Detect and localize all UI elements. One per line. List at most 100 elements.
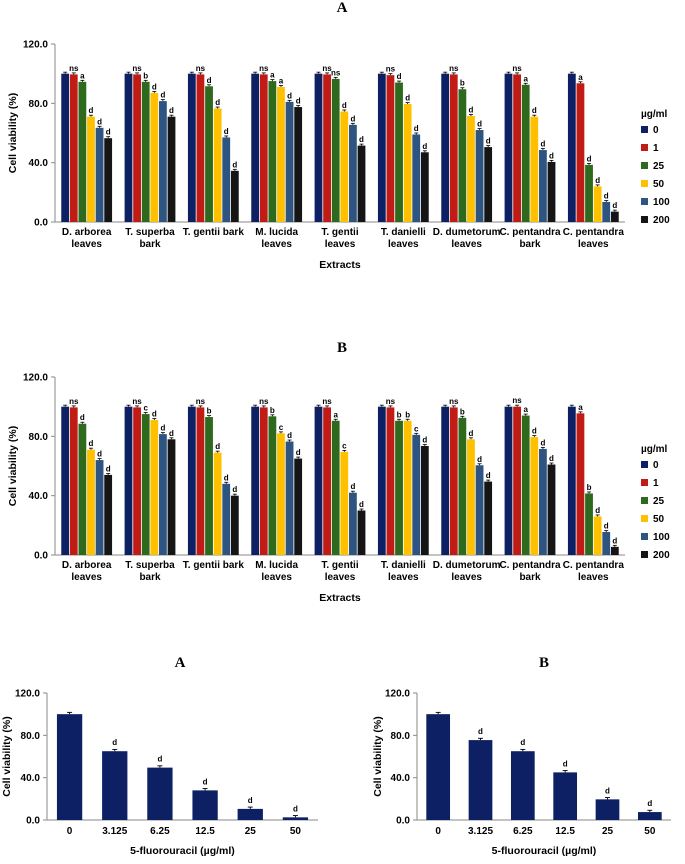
chart0-category-label: C. pentandra [499, 227, 561, 238]
chart0-bar-200 [230, 170, 239, 222]
chart2-category-label: 3.125 [102, 826, 127, 837]
chart1-bar-100 [412, 434, 421, 555]
chart0-bar-1 [576, 83, 585, 222]
chart0-significance-label: b [460, 79, 465, 88]
chart1-category-label: D. arborea [62, 560, 112, 571]
chart0-bar-0 [251, 73, 260, 223]
chart1-bar-1 [513, 406, 521, 555]
chart0-significance-label: ns [449, 64, 459, 73]
chart3-y-axis-label: Cell viability (%) [372, 716, 384, 797]
chart0-significance-label: d [477, 120, 482, 129]
chart1-category-label: T. superba [125, 560, 175, 571]
chart0-bar-1 [196, 74, 205, 223]
chart1-significance-label: d [532, 427, 537, 436]
chart0-bar-200 [484, 147, 493, 222]
chart0-significance-label: d [224, 127, 229, 136]
chart1-significance-label: d [224, 473, 229, 482]
chart0-significance-label: d [106, 128, 111, 137]
chart0-significance-label: d [604, 191, 609, 200]
chart1-bar-1 [386, 407, 395, 555]
chart3-category-label: 12.5 [555, 826, 575, 837]
chart1-bar-100 [602, 532, 611, 555]
chart1-bar-200 [484, 481, 493, 555]
chart1-legend-swatch-200 [641, 551, 648, 558]
chart0-bar-200 [610, 211, 619, 222]
chart0-significance-label: d [540, 140, 545, 149]
chart0-category-label: leaves [71, 239, 102, 250]
chart0-bar-0 [504, 73, 513, 223]
chart1-legend-label-25: 25 [653, 496, 665, 507]
chart1-bar-0 [251, 406, 260, 555]
chart1-significance-label: a [578, 403, 583, 412]
chart0-category-label: T. gentii [321, 227, 358, 238]
chart0-y-axis-label: Cell viability (%) [7, 93, 19, 174]
chart3-category-label: 0 [435, 826, 441, 837]
chart2-category-label: 6.25 [150, 826, 170, 837]
chart1-significance-label: b [405, 410, 410, 419]
chart1-significance-label: d [469, 429, 474, 438]
chart0-category-label: bark [519, 239, 541, 250]
chart1-significance-label: a [523, 405, 528, 414]
chart0-bar-100 [222, 137, 231, 222]
chart1-bar-1 [196, 407, 205, 555]
chart1-bar-25 [395, 420, 403, 555]
chart0-significance-label: d [215, 98, 220, 107]
chart0-bar-0 [124, 73, 133, 223]
chart0-bar-25 [458, 89, 467, 222]
chart1-significance-label: d [604, 522, 609, 531]
chart1-category-label: C. pentandra [563, 560, 625, 571]
chart1-significance-label: d [89, 439, 94, 448]
chart0-significance-label: d [160, 91, 165, 100]
chart0-category-label: T. danielli [381, 227, 426, 238]
chart0-legend-label-0: 0 [653, 125, 659, 136]
chart0-bar-25 [331, 78, 340, 222]
chart1-significance-label: d [612, 536, 617, 545]
chart2-bar [147, 767, 173, 820]
chart0-bar-100 [349, 124, 357, 222]
chart1-significance-label: b [207, 407, 212, 416]
chart1-bar-0 [567, 406, 576, 555]
chart1-bar-50 [593, 516, 602, 555]
chart0-significance-label: ns [69, 64, 79, 73]
chart1-bar-1 [576, 413, 585, 555]
chart2-bar [102, 751, 128, 820]
chart0-bar-1 [449, 74, 458, 223]
chart1-bar-1 [259, 407, 268, 555]
chart0-bar-50 [530, 116, 539, 222]
chart0-legend-label-200: 200 [653, 215, 670, 226]
chart1-bar-25 [585, 493, 593, 555]
chart0-bar-50 [87, 116, 95, 222]
chart1-bar-50 [403, 420, 412, 555]
chart0-bar-100 [285, 101, 294, 222]
chart2-ytick-label: 40.0 [21, 773, 41, 784]
chart0-bar-200 [357, 145, 366, 222]
chart1-category-label: leaves [71, 572, 102, 583]
chart0-category-label: leaves [578, 239, 609, 250]
chart1-significance-label: ns [196, 397, 206, 406]
chart3-significance-label: d [478, 727, 483, 736]
chart3-bar [468, 740, 493, 820]
chart1-bar-100 [539, 448, 547, 555]
chart0-significance-label: d [486, 137, 491, 146]
chart2-category-label: 0 [67, 826, 73, 837]
chart0-significance-label: d [549, 151, 554, 160]
chart0-bar-1 [386, 75, 395, 223]
chart1-significance-label: b [397, 410, 402, 419]
chart3-ytick-label: 40.0 [391, 773, 411, 784]
chart0-category-label: leaves [261, 239, 292, 250]
chart1-significance-label: d [106, 464, 111, 473]
chart3-bar [426, 714, 451, 820]
chart0-bar-1 [69, 74, 78, 223]
chart0-category-label: T. gentii bark [183, 227, 245, 238]
chart2-x-axis-label: 5-fluorouracil (µg/ml) [130, 845, 235, 857]
chart0-category-label: C. pentandra [563, 227, 625, 238]
chart1-bar-200 [294, 458, 303, 555]
chart3-significance-label: d [647, 799, 652, 808]
chart1-legend-swatch-0 [641, 461, 648, 468]
chart2-y-axis-label: Cell viability (%) [1, 716, 13, 797]
chart0-bar-25 [395, 82, 403, 222]
chart0-bar-200 [294, 107, 303, 222]
chart1-significance-label: d [486, 471, 491, 480]
chart0-bar-100 [602, 201, 611, 222]
